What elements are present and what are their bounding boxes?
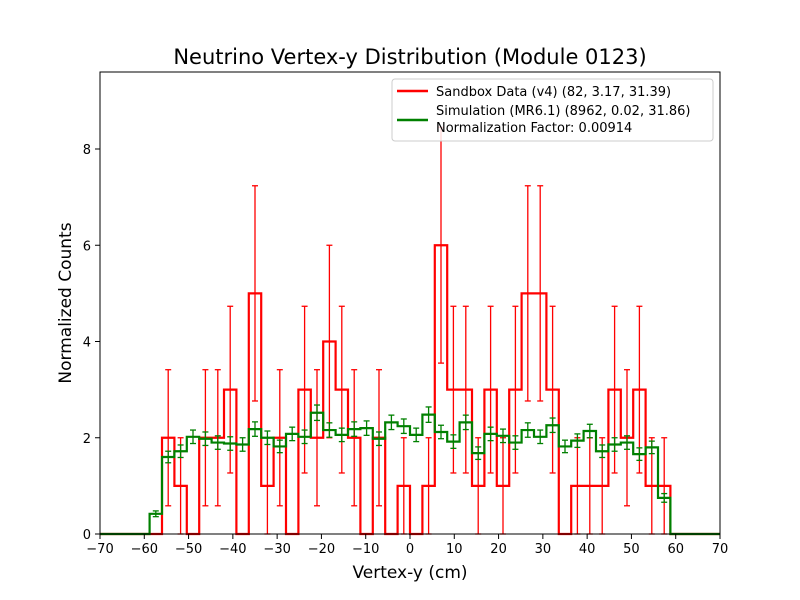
y-tick-label: 2: [83, 432, 91, 447]
x-tick-label: 20: [490, 542, 507, 557]
x-tick-label: 30: [535, 542, 552, 557]
legend-box: [391, 78, 714, 142]
y-tick-label: 4: [83, 336, 91, 351]
x-axis-ticks: −70 −60 −50 −40 −30 −20 −10 0 10 20 30 40 50 60 70: [86, 534, 728, 557]
y-axis-ticks: 0 2 4 6 8: [83, 143, 100, 543]
legend-normalization-label: Normalization Factor: 0.00914: [436, 121, 632, 136]
x-tick-label: 60: [667, 542, 684, 557]
series-layer: [100, 126, 720, 536]
chart-title: Neutrino Vertex-y Distribution (Module 0…: [173, 45, 646, 69]
y-tick-label: 0: [83, 528, 91, 543]
legend-label-data: Sandbox Data (v4) (82, 3.17, 31.39): [436, 85, 671, 100]
legend: Sandbox Data (v4) (82, 3.17, 31.39) Simu…: [391, 78, 714, 142]
x-tick-label: 50: [623, 542, 640, 557]
x-tick-label: 10: [446, 542, 463, 557]
x-tick-label: −10: [352, 542, 379, 557]
y-tick-label: 8: [83, 143, 91, 158]
y-tick-label: 6: [83, 239, 91, 254]
x-tick-label: −60: [131, 542, 158, 557]
x-axis-label: Vertex-y (cm): [352, 563, 467, 583]
plot-area: −70 −60 −50 −40 −30 −20 −10 0 10 20 30 40 50 60 70 0 2 4…: [83, 71, 728, 557]
x-tick-label: 40: [579, 542, 596, 557]
y-axis-label: Normalized Counts: [56, 222, 76, 383]
x-tick-label: −40: [219, 542, 246, 557]
legend-label-simulation: Simulation (MR6.1) (8962, 0.02, 31.86): [436, 104, 691, 119]
x-tick-label: 0: [406, 542, 414, 557]
x-tick-label: 70: [712, 542, 729, 557]
histogram-step-data: [100, 244, 720, 536]
x-tick-label: −50: [175, 542, 202, 557]
x-tick-label: −20: [308, 542, 335, 557]
series-simulation: [100, 404, 720, 536]
x-tick-label: −30: [263, 542, 290, 557]
x-tick-label: −70: [86, 542, 113, 557]
